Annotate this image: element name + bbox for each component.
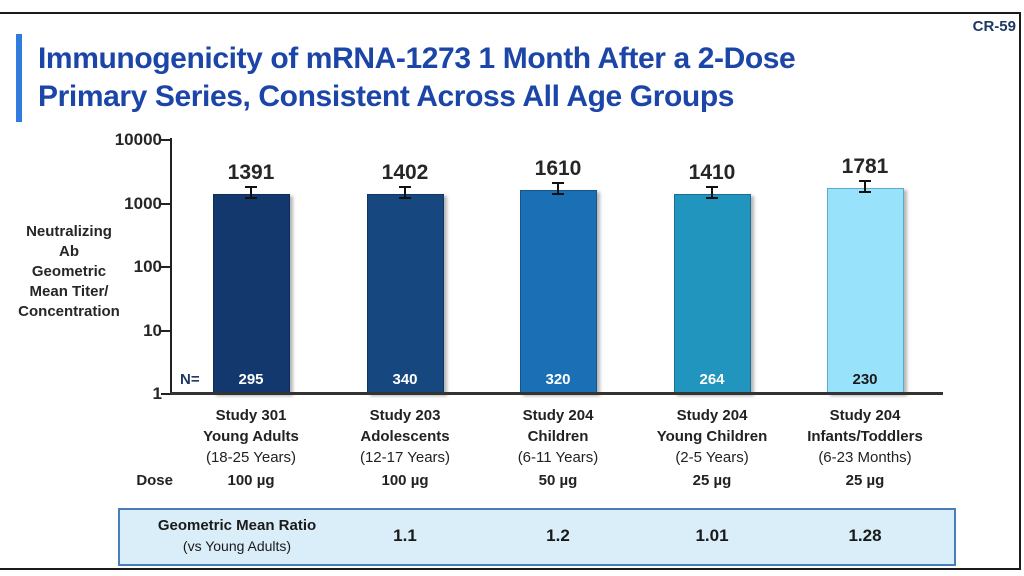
bar-value-label: 1402 xyxy=(381,161,429,185)
n-value: 264 xyxy=(699,371,725,388)
error-bar-part xyxy=(859,190,871,193)
y-axis-label: Neutralizing Ab Geometric Mean Titer/ Co… xyxy=(6,222,132,322)
gmr-value: 1.1 xyxy=(393,526,417,545)
bar-4 xyxy=(673,194,751,394)
dose-value: 100 µg xyxy=(227,472,275,489)
gmr-row-label-line1: Geometric Mean Ratio xyxy=(157,517,317,534)
gmr-value: 1.28 xyxy=(848,526,882,545)
category-label: Study 301 Young Adults (18-25 Years) xyxy=(171,405,331,468)
error-bar-part xyxy=(864,179,866,193)
error-bar-part xyxy=(399,197,411,200)
category-study: Study 204 xyxy=(829,407,901,424)
category-group: Young Children xyxy=(656,428,768,445)
bar-value-label: 1391 xyxy=(227,161,275,185)
dose-value: 50 µg xyxy=(538,472,578,489)
category-group: Infants/Toddlers xyxy=(807,428,923,445)
category-label: Study 204 Infants/Toddlers (6-23 Months) xyxy=(785,405,945,468)
y-axis-tick-label: 10 xyxy=(143,320,162,340)
category-age-range: (6-23 Months) xyxy=(818,449,912,466)
error-bar xyxy=(552,182,564,196)
category-study: Study 301 xyxy=(215,407,287,424)
y-axis-label-line: Ab xyxy=(59,243,79,260)
y-axis-tick xyxy=(161,139,170,141)
n-value: 295 xyxy=(238,371,264,388)
category-age-range: (12-17 Years) xyxy=(359,449,451,466)
gmr-value: 1.2 xyxy=(546,526,570,545)
x-axis-line xyxy=(170,392,943,395)
dose-value: 25 µg xyxy=(845,472,885,489)
n-value: 320 xyxy=(545,371,571,388)
error-bar-part xyxy=(706,197,718,200)
error-bar xyxy=(706,186,718,200)
slide-code: CR-59 xyxy=(972,18,1016,35)
category-age-range: (2-5 Years) xyxy=(675,449,749,466)
n-value: 230 xyxy=(852,371,878,388)
gmr-value: 1.01 xyxy=(695,526,729,545)
bar-3 xyxy=(519,190,597,394)
y-axis-tick xyxy=(161,202,170,205)
bar-1 xyxy=(212,194,290,394)
category-label: Study 204 Children (6-11 Years) xyxy=(478,405,638,468)
y-axis-tick-label: 1 xyxy=(152,384,162,403)
category-label: Study 204 Young Children (2-5 Years) xyxy=(632,405,792,468)
y-axis-label-line: Concentration xyxy=(18,303,120,320)
category-label: Study 203 Adolescents (12-17 Years) xyxy=(325,405,485,468)
category-group: Young Adults xyxy=(203,428,299,445)
error-bar-part xyxy=(557,182,559,196)
category-study: Study 203 xyxy=(369,407,441,424)
y-axis-tick-label: 100 xyxy=(133,257,162,276)
error-bar xyxy=(245,186,257,200)
bar-5 xyxy=(826,187,904,394)
error-bar-part xyxy=(552,193,564,196)
category-study: Study 204 xyxy=(676,407,748,424)
slide-title-line2: Primary Series, Consistent Across All Ag… xyxy=(38,80,735,113)
slide-border xyxy=(0,12,1021,570)
error-bar-part xyxy=(711,186,713,200)
y-axis-tick xyxy=(161,266,170,268)
error-bar-part xyxy=(250,186,252,200)
n-value: 340 xyxy=(392,371,418,388)
gmr-box xyxy=(118,508,956,566)
gmr-row-label-line2: (vs Young Adults) xyxy=(182,538,292,554)
error-bar xyxy=(859,179,871,193)
y-axis-tick-label: 1000 xyxy=(124,193,162,213)
dose-value: 25 µg xyxy=(692,472,732,489)
gmr-row-label: Geometric Mean Ratio (vs Young Adults) xyxy=(127,515,347,557)
category-group: Adolescents xyxy=(360,428,450,445)
bar-value-label: 1610 xyxy=(534,157,582,181)
y-axis-label-line: Geometric xyxy=(31,263,107,280)
error-bar-part xyxy=(404,186,406,200)
slide-title-line1: Immunogenicity of mRNA-1273 1 Month Afte… xyxy=(38,42,796,75)
y-axis-line xyxy=(170,138,172,395)
y-axis-tick xyxy=(161,329,170,332)
bar-value-label: 1781 xyxy=(841,154,889,178)
category-age-range: (6-11 Years) xyxy=(517,449,599,466)
y-axis-tick-label: 10000 xyxy=(114,130,162,149)
slide-title: Immunogenicity of mRNA-1273 1 Month Afte… xyxy=(38,40,988,116)
error-bar-part xyxy=(245,197,257,200)
category-group: Children xyxy=(527,428,589,445)
error-bar xyxy=(399,186,411,200)
dose-row-label: Dose xyxy=(136,472,173,489)
y-axis-tick xyxy=(161,393,170,395)
n-row-label: N= xyxy=(180,371,200,388)
y-axis-label-line: Neutralizing xyxy=(26,223,112,240)
bar-2 xyxy=(366,194,444,394)
bar-value-label: 1410 xyxy=(688,161,736,185)
category-age-range: (18-25 Years) xyxy=(205,449,297,466)
category-study: Study 204 xyxy=(522,407,594,424)
dose-value: 100 µg xyxy=(381,472,429,489)
y-axis-label-line: Mean Titer/ xyxy=(29,283,109,300)
title-accent-bar xyxy=(16,34,22,122)
